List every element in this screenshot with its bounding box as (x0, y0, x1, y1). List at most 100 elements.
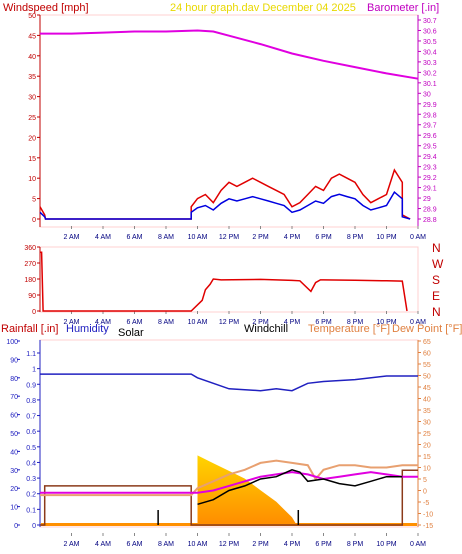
rainfall-axis-label: Rainfall [.in] (1, 323, 58, 335)
humidity-tick-label: 70 (10, 394, 18, 401)
temperature-tick-label: 25 (423, 431, 431, 438)
barometer-axis-label: Barometer [.in] (367, 2, 439, 14)
top-x-tick-label: 8 PM (347, 234, 364, 241)
windspeed-tick-label: 20 (28, 135, 36, 142)
dir-x-tick-label: 8 PM (347, 319, 364, 326)
barometer-tick-label: 30.7 (423, 18, 437, 25)
barometer-tick-label: 30.5 (423, 39, 437, 46)
dir-x-tick-label: 6 PM (315, 319, 332, 326)
temperature-tick-label: 5 (423, 477, 427, 484)
humidity-tick-label: 10 (10, 505, 18, 512)
compass-label: S (432, 273, 440, 287)
top-x-tick-label: 12 PM (219, 234, 239, 241)
rainfall-tick-label: 0.7 (26, 414, 36, 421)
direction-x-ticks: 2 AM 4 AM 6 AM 8 AM 10 AM 12 PM 2 PM 4 PM 6 PM 8 … (64, 311, 426, 326)
dewpoint-axis-label: Dew Point [°F] (392, 323, 462, 335)
barometer-tick-label: 29.4 (423, 154, 437, 161)
rainfall-tick-label: 0 (32, 523, 36, 530)
windspeed-tick-label: 40 (28, 54, 36, 61)
compass-label: E (432, 289, 440, 303)
dir-x-tick-label: 4 AM (95, 319, 111, 326)
dir-x-tick-label: 4 PM (284, 319, 301, 326)
temperature-tick-label: -10 (423, 512, 433, 519)
top-plot-area (39, 14, 419, 228)
bottom-x-ticks: 2 AM 4 AM 6 AM 8 AM 10 AM 12 PM 2 PM 4 PM 6 PM 8 … (64, 533, 426, 548)
top-x-ticks: 2 AM 4 AM 6 AM 8 AM 10 AM 12 PM 2 PM 4 PM 6 PM 8 … (64, 226, 426, 241)
direction-tick-label: 360 (24, 245, 36, 252)
temperature-tick-label: 10 (423, 466, 431, 473)
bot-x-tick-label: 10 PM (376, 541, 396, 548)
bot-x-tick-label: 4 AM (95, 541, 111, 548)
temperature-tick-label: 15 (423, 454, 431, 461)
bot-x-tick-label: 2 AM (64, 541, 80, 548)
barometer-line (40, 29, 419, 80)
top-x-tick-label: 10 AM (188, 234, 208, 241)
humidity-tick-label: 100 (6, 339, 18, 346)
windspeed-tick-label: 45 (28, 33, 36, 40)
barometer-tick-label: 28.9 (423, 207, 437, 214)
bot-x-tick-label: 2 PM (252, 541, 269, 548)
solar-label: Solar (118, 327, 144, 339)
top-x-tick-label: 6 AM (127, 234, 143, 241)
direction-left-ticks: 360 270 180 90 0 (24, 245, 40, 316)
humidity-axis-label: Humidity (66, 323, 109, 335)
barometer-tick-label: 30.1 (423, 81, 437, 88)
top-x-tick-label: 4 AM (95, 234, 111, 241)
dir-x-tick-label: 12 PM (219, 319, 239, 326)
bot-x-tick-label: 6 PM (315, 541, 332, 548)
top-x-tick-label: 0 AM (410, 234, 426, 241)
temperature-tick-label: 0 (423, 489, 427, 496)
barometer-tick-label: 29.2 (423, 175, 437, 182)
compass-label: N (432, 305, 441, 319)
rainfall-tick-label: 0.3 (26, 476, 36, 483)
average-wind-line (39, 190, 411, 220)
rainfall-ticks: 1.1 1 0.9 0.8 0.7 0.6 0.5 0.4 0.3 0.2 0.1 0 (26, 351, 40, 530)
humidity-tick-label: 20 (10, 486, 18, 493)
dir-x-tick-label: 2 AM (64, 319, 80, 326)
windspeed-tick-label: 10 (28, 176, 36, 183)
dir-x-tick-label: 0 AM (410, 319, 426, 326)
rainfall-tick-label: 0.5 (26, 445, 36, 452)
top-x-tick-label: 2 AM (64, 234, 80, 241)
humidity-tick-label: 30 (10, 468, 18, 475)
temperature-tick-label: 65 (423, 339, 431, 346)
temperature-tick-label: 35 (423, 408, 431, 415)
windspeed-tick-label: 15 (28, 156, 36, 163)
temperature-tick-label: 45 (423, 385, 431, 392)
dir-x-tick-label: 8 AM (158, 319, 174, 326)
windspeed-tick-label: 30 (28, 95, 36, 102)
bot-x-tick-label: 12 PM (219, 541, 239, 548)
dir-x-tick-label: 2 PM (252, 319, 269, 326)
rainfall-tick-label: 0.8 (26, 398, 36, 405)
rainfall-line (40, 469, 418, 526)
rainfall-tick-label: 0.6 (26, 429, 36, 436)
solar-area (197, 455, 297, 525)
barometer-tick-label: 28.8 (423, 217, 437, 224)
temperature-line (40, 459, 418, 497)
rain-marks (157, 510, 300, 525)
barometer-tick-label: 29.3 (423, 165, 437, 172)
top-x-tick-label: 4 PM (284, 234, 301, 241)
windchill-label: Windchill (244, 323, 288, 335)
barometer-tick-label: 29.5 (423, 144, 437, 151)
direction-tick-label: 180 (24, 277, 36, 284)
humidity-tick-label: 80 (10, 376, 18, 383)
top-x-tick-label: 8 AM (158, 234, 174, 241)
top-x-tick-label: 6 PM (315, 234, 332, 241)
bot-x-tick-label: 8 PM (347, 541, 364, 548)
compass-label: W (432, 257, 444, 271)
barometer-tick-label: 30 (423, 91, 431, 98)
dir-x-tick-label: 10 PM (376, 319, 396, 326)
temperature-axis-label: Temperature [°F] (308, 323, 390, 335)
barometer-tick-label: 29.9 (423, 102, 437, 109)
direction-tick-label: 270 (24, 261, 36, 268)
windspeed-tick-label: 35 (28, 74, 36, 81)
bot-x-tick-label: 10 AM (188, 541, 208, 548)
dewpoint-line (40, 471, 418, 494)
rainfall-tick-label: 1 (32, 367, 36, 374)
